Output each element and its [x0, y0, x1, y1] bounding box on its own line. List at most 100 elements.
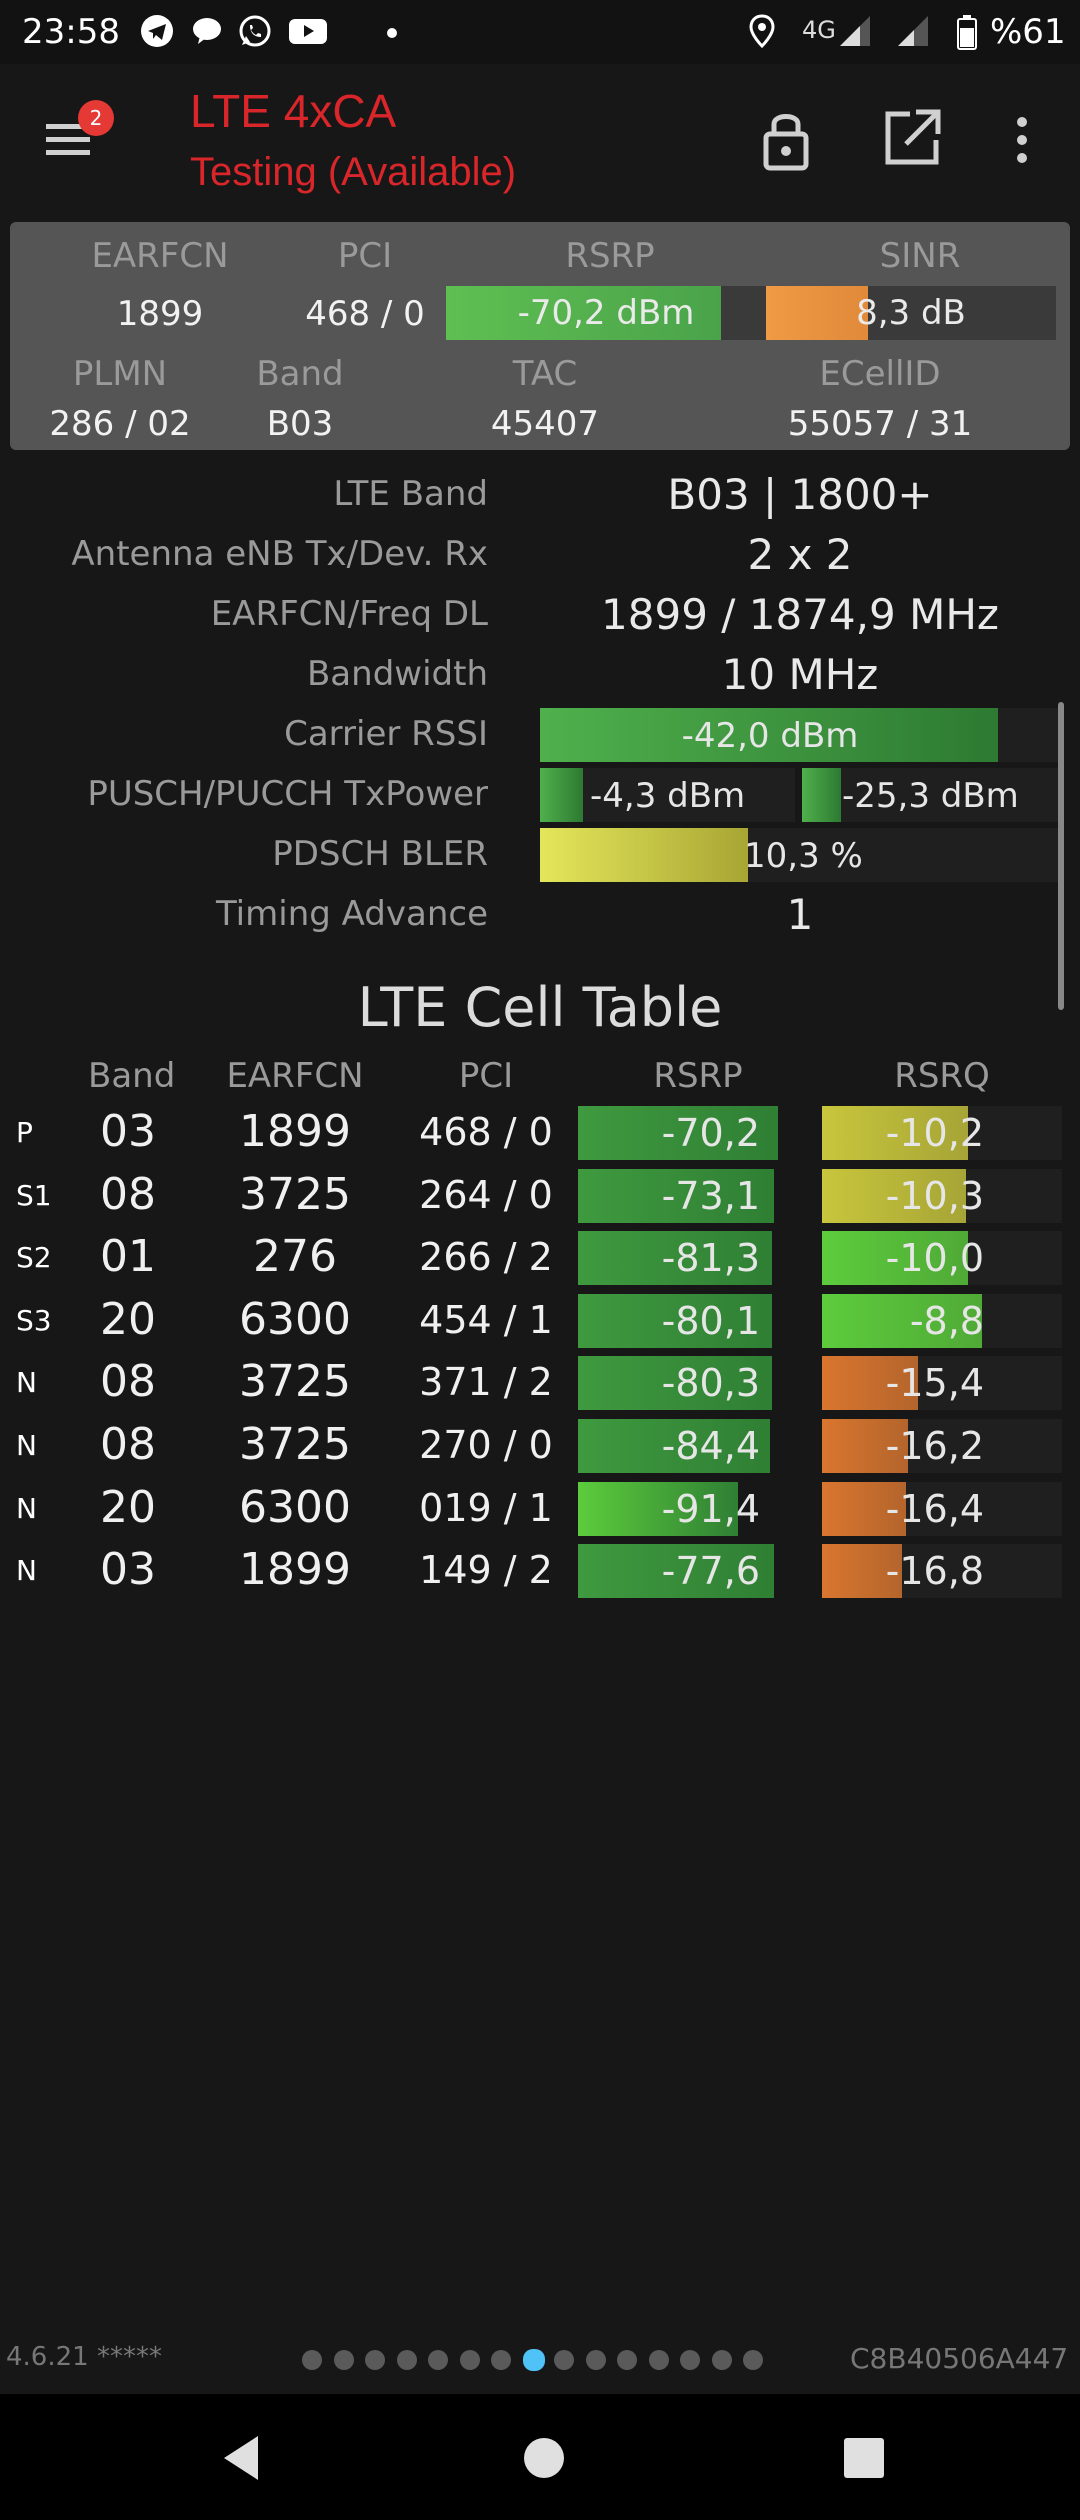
bandwidth-label: Bandwidth	[306, 654, 488, 694]
navigation-bar	[0, 2394, 1080, 2520]
table-row: N 20 6300 019 / 1 -91,4 -16,4	[0, 1478, 1080, 1540]
table-row: P 03 1899 468 / 0 -70,2 -10,2	[0, 1102, 1080, 1164]
band-header: Band	[256, 354, 344, 394]
page-dot[interactable]	[743, 2350, 763, 2370]
lock-icon	[763, 114, 809, 171]
cell-earfcn: 3725	[239, 1419, 351, 1470]
cell-band: 20	[100, 1293, 156, 1345]
device-id: C8B40506A447	[850, 2342, 1069, 2375]
recents-button[interactable]	[838, 2432, 890, 2484]
page-dot[interactable]	[585, 2350, 606, 2370]
page-dot[interactable]	[648, 2350, 669, 2370]
col-band-header: Band	[88, 1056, 176, 1096]
page-dot[interactable]	[428, 2350, 448, 2370]
cell-earfcn: 3725	[239, 1168, 351, 1220]
earfcn-freq-value: 1899 / 1874,9 MHz	[601, 590, 999, 639]
signal-icon	[896, 14, 930, 48]
carrier-rssi-fill	[540, 708, 998, 762]
cell-band: 01	[100, 1231, 156, 1283]
pusch-fill	[540, 768, 584, 822]
col-earfcn-header: EARFCN	[226, 1056, 364, 1096]
cell-rsrq-fill	[822, 1293, 982, 1348]
cell-rsrp-meter: -81,3	[578, 1231, 778, 1286]
page-dot[interactable]	[396, 2350, 417, 2370]
open-external-icon	[885, 109, 941, 165]
table-row: S3 20 6300 454 / 1 -80,1 -8,8	[0, 1290, 1080, 1352]
earfcn-freq-label: EARFCN/Freq DL	[210, 594, 488, 634]
table-row: S1 08 3725 264 / 0 -73,1 -10,3	[0, 1165, 1080, 1227]
earfcn-value: 1899	[116, 294, 204, 334]
more-options-button[interactable]	[1004, 108, 1040, 172]
cell-rsrq-meter: -8,8	[822, 1293, 1062, 1348]
page-dot[interactable]	[333, 2350, 354, 2370]
cell-rsrp-fill	[578, 1356, 772, 1411]
recents-icon	[844, 2438, 884, 2478]
battery-percent: %61	[990, 12, 1066, 52]
sinr-meter-fill	[766, 286, 868, 340]
cell-earfcn: 6300	[239, 1293, 351, 1345]
page-dot[interactable]	[522, 2349, 545, 2371]
bler-meter: 10,3 %	[540, 828, 1060, 882]
cell-pci: 371 / 2	[419, 1360, 553, 1405]
lte-band-value: B03 | 1800+	[667, 470, 933, 519]
cell-earfcn: 6300	[239, 1481, 351, 1533]
cell-pci: 266 / 2	[419, 1235, 553, 1280]
lock-button[interactable]	[756, 104, 816, 174]
page-dot[interactable]	[365, 2350, 385, 2370]
band-value: B03	[266, 404, 334, 444]
whatsapp-icon	[238, 14, 272, 48]
telegram-icon	[140, 14, 174, 48]
back-button[interactable]	[214, 2430, 270, 2486]
cell-rsrq-fill	[822, 1544, 902, 1599]
page-dot[interactable]	[554, 2350, 574, 2370]
cell-earfcn: 1899	[239, 1106, 351, 1157]
page-dot[interactable]	[680, 2350, 700, 2370]
plmn-header: PLMN	[72, 354, 168, 394]
cell-rsrq-meter: -15,4	[822, 1356, 1062, 1411]
page-subtitle: Testing (Available)	[190, 150, 517, 194]
cell-type: S1	[16, 1178, 52, 1212]
bler-label: PDSCH BLER	[272, 834, 488, 874]
cell-rsrq-meter: -10,0	[822, 1231, 1062, 1286]
table-row: N 08 3725 371 / 2 -80,3 -15,4	[0, 1352, 1080, 1414]
location-icon	[748, 14, 776, 49]
scrollbar[interactable]	[1058, 702, 1064, 1010]
col-pci-header: PCI	[458, 1056, 514, 1096]
status-time: 23:58	[22, 12, 120, 52]
cell-type: S3	[16, 1303, 52, 1337]
cell-pci: 149 / 2	[419, 1548, 553, 1593]
app-bar: 2 LTE 4xCA Testing (Available)	[0, 64, 1080, 214]
cell-pci: 019 / 1	[419, 1485, 553, 1530]
cell-earfcn: 3725	[239, 1356, 351, 1408]
menu-button[interactable]	[40, 112, 100, 168]
cell-pci: 264 / 0	[419, 1172, 553, 1217]
cell-band: 20	[100, 1481, 156, 1533]
table-row: S2 01 276 266 / 2 -81,3 -10,0	[0, 1227, 1080, 1289]
page-dot[interactable]	[491, 2350, 511, 2370]
cell-pci: 454 / 1	[419, 1297, 553, 1342]
open-external-button[interactable]	[880, 106, 944, 170]
cell-rsrq-value: -10,0	[885, 1236, 984, 1281]
home-button[interactable]	[516, 2430, 572, 2486]
page-dot[interactable]	[302, 2350, 322, 2370]
cell-type: P	[16, 1116, 33, 1149]
timing-advance-value: 1	[786, 890, 814, 939]
tx-power-label: PUSCH/PUCCH TxPower	[87, 774, 488, 814]
page-dot[interactable]	[459, 2350, 480, 2370]
cell-rsrq-meter: -10,2	[822, 1106, 1062, 1160]
status-bar: 23:58 4G %61	[0, 0, 1080, 64]
battery-icon	[956, 14, 978, 50]
cell-rsrq-value: -16,8	[885, 1549, 984, 1594]
earfcn-header: EARFCN	[91, 236, 229, 276]
page-dot[interactable]	[617, 2350, 637, 2370]
cell-rsrp-value: -73,1	[661, 1173, 760, 1218]
rsrp-meter-fill	[446, 286, 722, 340]
cell-rsrq-meter: -10,3	[822, 1168, 1062, 1223]
cell-type: N	[16, 1366, 37, 1400]
page-dot[interactable]	[711, 2350, 732, 2370]
cell-rsrq-meter: -16,8	[822, 1544, 1062, 1599]
col-rsrq-header: RSRQ	[894, 1056, 990, 1096]
cell-rsrq-value: -8,8	[909, 1298, 984, 1343]
cell-rsrp-meter: -84,4	[578, 1419, 778, 1473]
details-section: LTE Band B03 | 1800+ Antenna eNB Tx/Dev.…	[0, 462, 1080, 962]
